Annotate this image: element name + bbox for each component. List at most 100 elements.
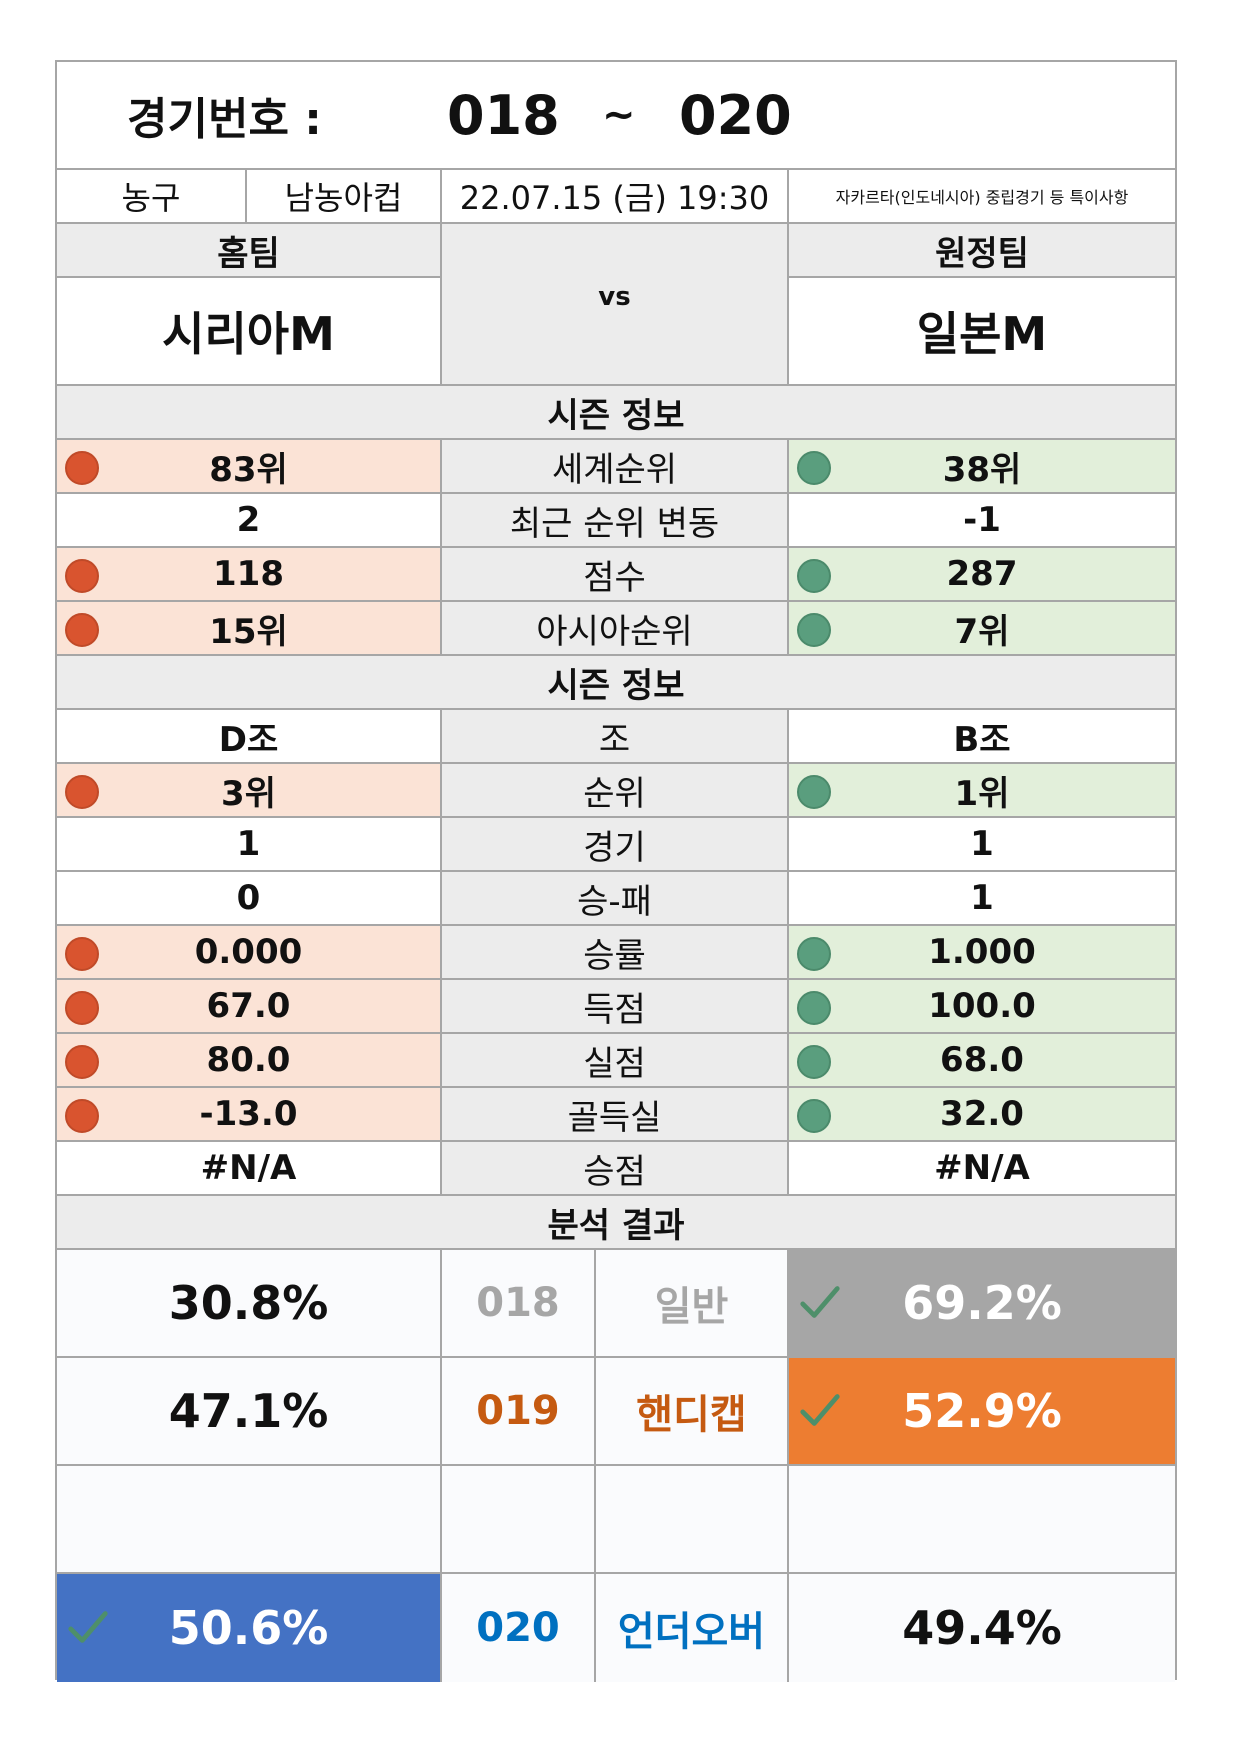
league-cell: 남농아컵	[247, 170, 442, 224]
title-row: 경기번호 : 018 ~ 020	[57, 62, 1175, 170]
bet-code: 019	[442, 1358, 596, 1466]
home-value-cell: 0.000	[57, 926, 442, 980]
home-indicator-icon	[65, 1099, 99, 1133]
stat-label: 최근 순위 변동	[442, 494, 789, 548]
bet-code	[442, 1466, 596, 1574]
match-number-from: 018	[447, 83, 560, 147]
datetime-cell: 22.07.15 (금) 19:30	[442, 170, 789, 224]
stat-row: 15위 아시아순위 7위	[57, 602, 1175, 656]
stat-label: 점수	[442, 548, 789, 602]
away-team-name: 일본M	[789, 278, 1175, 386]
away-value: 68.0	[940, 1040, 1024, 1080]
home-value-cell: 2	[57, 494, 442, 548]
away-value: 1.000	[928, 932, 1036, 972]
home-value-cell: 67.0	[57, 980, 442, 1034]
away-value-cell: 1	[789, 872, 1175, 926]
home-value: 0.000	[194, 932, 303, 972]
away-indicator-icon	[797, 613, 831, 647]
away-value: -1	[963, 500, 1001, 540]
away-value-cell: 100.0	[789, 980, 1175, 1034]
home-value-cell: 1	[57, 818, 442, 872]
away-value: 100.0	[928, 986, 1036, 1026]
analysis-header: 분석 결과	[57, 1196, 1175, 1250]
away-value: #N/A	[934, 1148, 1030, 1188]
stat-row: 1 경기 1	[57, 818, 1175, 872]
check-icon	[68, 1611, 108, 1643]
check-icon	[800, 1394, 840, 1426]
stat-label: 득점	[442, 980, 789, 1034]
away-indicator-icon	[797, 1099, 831, 1133]
home-probability-cell: 50.6%	[57, 1574, 442, 1682]
home-indicator-icon	[65, 613, 99, 647]
stat-row: 0 승-패 1	[57, 872, 1175, 926]
vs-cell: vs	[442, 224, 789, 386]
home-value: 67.0	[206, 986, 291, 1026]
stat-row: 118 점수 287	[57, 548, 1175, 602]
away-indicator-icon	[797, 991, 831, 1025]
home-value-cell: 118	[57, 548, 442, 602]
away-value: 1	[970, 878, 994, 918]
stat-label: 세계순위	[442, 440, 789, 494]
stat-row: 2 최근 순위 변동 -1	[57, 494, 1175, 548]
section-title: 시즌 정보	[57, 386, 1175, 440]
home-value-cell: 0	[57, 872, 442, 926]
home-value: 3위	[221, 773, 276, 814]
stat-row: #N/A 승점 #N/A	[57, 1142, 1175, 1196]
bet-code: 020	[442, 1574, 596, 1682]
bet-type	[596, 1466, 789, 1574]
away-value-cell: 7위	[789, 602, 1175, 656]
home-value: 80.0	[206, 1040, 291, 1080]
stat-row: 67.0 득점 100.0	[57, 980, 1175, 1034]
away-value: 1	[970, 824, 994, 864]
match-number-label: 경기번호 :	[127, 94, 322, 145]
home-probability: 47.1%	[168, 1384, 329, 1438]
away-probability: 69.2%	[902, 1276, 1062, 1330]
home-indicator-icon	[65, 451, 99, 485]
home-team-name: 시리아M	[57, 278, 442, 386]
away-value: 7위	[954, 611, 1010, 652]
away-indicator-icon	[797, 775, 831, 809]
home-probability-cell: 30.8%	[57, 1250, 442, 1358]
home-value: 83위	[209, 449, 288, 490]
away-value-cell: -1	[789, 494, 1175, 548]
home-value-cell: 15위	[57, 602, 442, 656]
bet-type: 일반	[596, 1250, 789, 1358]
home-value-cell: 83위	[57, 440, 442, 494]
home-indicator-icon	[65, 775, 99, 809]
home-value-cell: 80.0	[57, 1034, 442, 1088]
away-value-cell: 1.000	[789, 926, 1175, 980]
home-indicator-icon	[65, 937, 99, 971]
bet-type: 핸디캡	[596, 1358, 789, 1466]
away-indicator-icon	[797, 937, 831, 971]
home-value: 0	[236, 878, 261, 918]
match-number-to: 020	[679, 83, 792, 147]
away-probability: 52.9%	[902, 1384, 1062, 1438]
home-indicator-icon	[65, 991, 99, 1025]
sport-cell: 농구	[57, 170, 247, 224]
home-value-cell: 3위	[57, 764, 442, 818]
match-number-separator: ~	[602, 92, 636, 138]
check-icon	[800, 1286, 840, 1318]
home-probability-cell	[57, 1466, 442, 1574]
home-value: #N/A	[200, 1148, 297, 1188]
away-value: 287	[946, 554, 1018, 594]
away-indicator-icon	[797, 1045, 831, 1079]
home-value: D조	[218, 719, 279, 760]
away-value-cell: 1위	[789, 764, 1175, 818]
group-info-header: 시즌 정보	[57, 656, 1175, 710]
away-probability: 49.4%	[902, 1601, 1062, 1655]
stat-label: 골득실	[442, 1088, 789, 1142]
analysis-row	[57, 1466, 1175, 1574]
analysis-row: 50.6% 020 언더오버 49.4%	[57, 1574, 1175, 1682]
analysis-row: 47.1% 019 핸디캡 52.9%	[57, 1358, 1175, 1466]
away-value-cell: B조	[789, 710, 1175, 764]
away-value: 1위	[954, 773, 1010, 814]
section-title: 분석 결과	[57, 1196, 1175, 1250]
home-probability-cell: 47.1%	[57, 1358, 442, 1466]
home-value: 15위	[209, 611, 288, 652]
stat-label: 실점	[442, 1034, 789, 1088]
away-value: 38위	[942, 449, 1022, 490]
away-probability-cell	[789, 1466, 1175, 1574]
home-probability: 50.6%	[168, 1601, 329, 1655]
away-indicator-icon	[797, 559, 831, 593]
